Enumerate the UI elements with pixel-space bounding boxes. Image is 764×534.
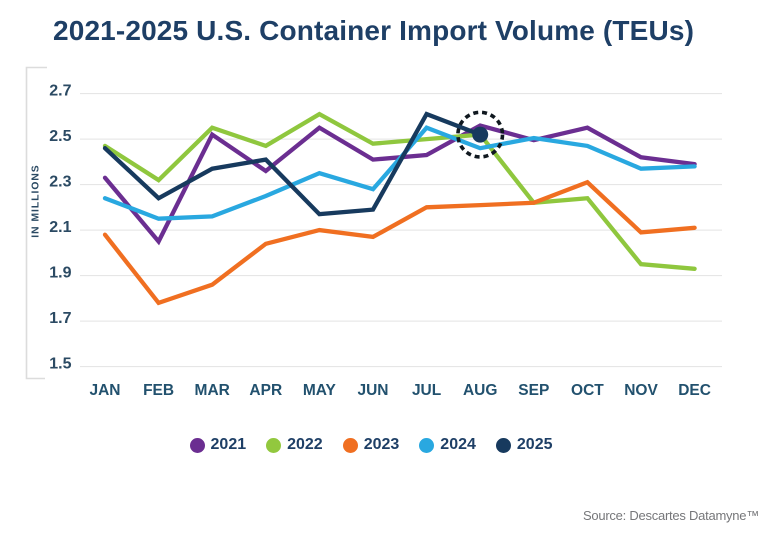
svg-text:1.7: 1.7 [49,310,71,327]
svg-text:2.1: 2.1 [49,219,71,236]
svg-text:JUL: JUL [412,382,441,399]
svg-text:2.3: 2.3 [49,173,71,190]
svg-text:1.9: 1.9 [49,264,71,281]
svg-text:MAY: MAY [303,382,337,399]
svg-text:NOV: NOV [624,382,658,399]
svg-text:FEB: FEB [143,382,174,399]
svg-text:JAN: JAN [89,382,120,399]
svg-text:SEP: SEP [518,382,549,399]
svg-text:OCT: OCT [571,382,604,399]
svg-text:AUG: AUG [463,382,497,399]
svg-text:DEC: DEC [678,382,711,399]
svg-text:2.7: 2.7 [49,82,71,99]
svg-text:APR: APR [249,382,282,399]
svg-text:2.5: 2.5 [49,128,71,145]
svg-text:JUN: JUN [357,382,388,399]
svg-text:IN MILLIONS: IN MILLIONS [31,164,42,237]
svg-text:MAR: MAR [195,382,230,399]
svg-text:1.5: 1.5 [49,355,71,372]
